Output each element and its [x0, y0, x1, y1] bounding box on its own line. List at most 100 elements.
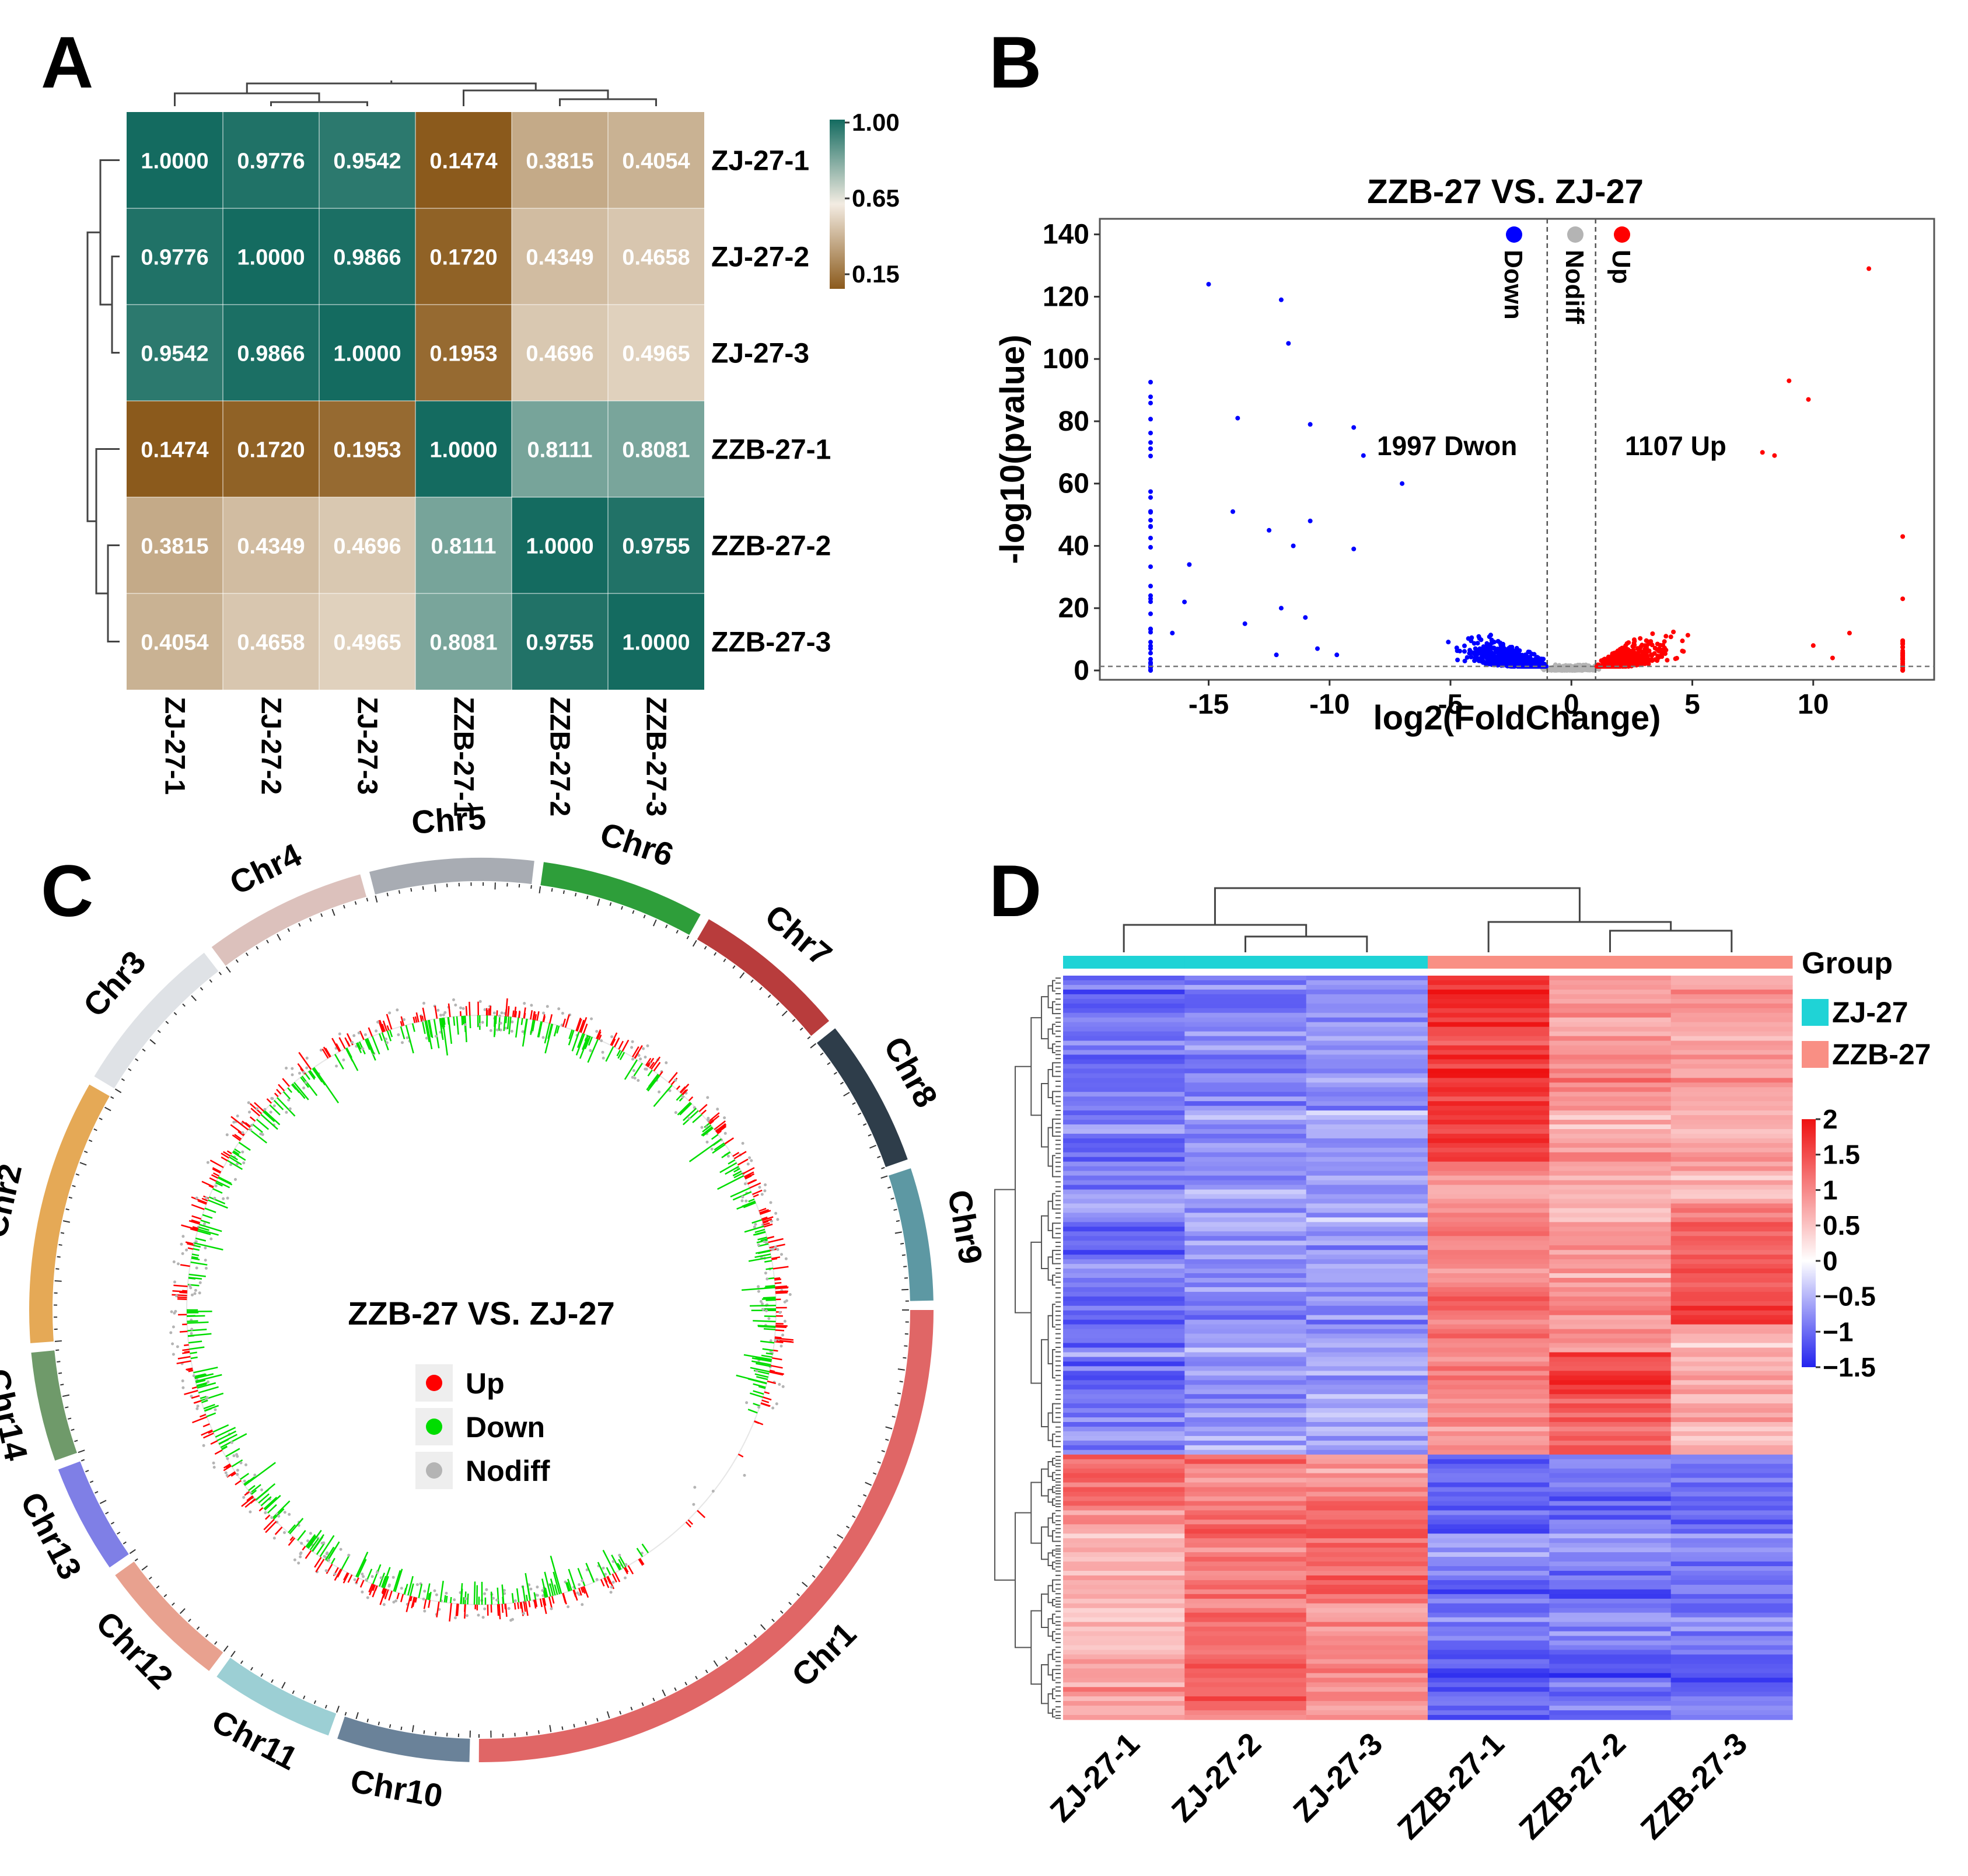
heatmap-cell: [1306, 1431, 1428, 1437]
track-nodiff-point: [291, 1073, 294, 1077]
dendrogram-branch: [1047, 1256, 1053, 1281]
track-nodiff-point: [305, 1056, 309, 1060]
heatmap-cell: [1306, 1166, 1428, 1172]
track-down-bar: [460, 1583, 463, 1604]
heatmap-cell: [1549, 1096, 1672, 1102]
track-nodiff-point: [300, 1542, 303, 1545]
track-nodiff-point: [483, 1592, 487, 1595]
volcano-point: [1487, 634, 1492, 640]
dendrogram-branch: [107, 544, 120, 642]
heatmap-cell: [415, 401, 512, 497]
track-nodiff-point: [630, 1046, 634, 1049]
heatmap-cell: [1184, 1315, 1307, 1320]
heatmap-cell: [1549, 1533, 1672, 1539]
heatmap-cell: [1670, 1347, 1793, 1353]
ring-tick: [205, 1634, 209, 1638]
track-nodiff-point: [357, 1031, 361, 1035]
track-up-bar: [383, 1588, 387, 1598]
track-nodiff-point: [716, 1108, 719, 1111]
heatmap-cell: [1549, 1157, 1672, 1162]
volcano-point: [1467, 651, 1472, 656]
track-nodiff-point: [181, 1235, 185, 1238]
track-nodiff-point: [776, 1248, 779, 1251]
track-nodiff-point: [236, 1115, 239, 1117]
heatmap-cell: [1670, 1031, 1793, 1037]
heatmap-cell: [1306, 998, 1428, 1004]
track-nodiff-point: [229, 1163, 233, 1166]
heatmap-cell: [1549, 1092, 1672, 1097]
heatmap-cell: [1549, 1654, 1672, 1660]
heatmap-cell: [1306, 1092, 1428, 1097]
track-down-bar: [758, 1325, 776, 1328]
heatmap-cell: [1184, 1650, 1307, 1655]
heatmap-cell: [1670, 1138, 1793, 1144]
heatmap-cell: [1428, 1338, 1550, 1344]
heatmap-cell: [1670, 1106, 1793, 1111]
track-up-bar: [182, 1351, 190, 1354]
panel-a-row-labels: ZJ-27-1ZJ-27-2ZJ-27-3ZZB-27-1ZZB-27-2ZZB…: [711, 146, 831, 658]
heatmap-cell: [1306, 1636, 1428, 1641]
heatmap-cell: [1184, 1273, 1307, 1278]
heatmap-cell: [1306, 1255, 1428, 1260]
heatmap-cell: [1306, 1678, 1428, 1683]
heatmap-cell: [1549, 1482, 1672, 1488]
heatmap-cell: [1063, 1659, 1185, 1664]
ring-tick: [887, 1186, 892, 1189]
ring-tick: [277, 934, 281, 941]
chromosome-segment: [31, 1350, 77, 1461]
track-down-bar: [274, 1100, 284, 1110]
ring-tick: [58, 1372, 62, 1374]
heatmap-cell: [1549, 1626, 1672, 1632]
heatmap-cell: [1549, 1194, 1672, 1200]
track-up-bar: [604, 1577, 608, 1583]
ring-tick: [78, 1449, 85, 1454]
heatmap-cell: [1063, 1171, 1185, 1176]
track-nodiff-point: [232, 1454, 236, 1458]
track-up-bar: [434, 1005, 438, 1019]
heatmap-cell: [1184, 1696, 1307, 1702]
legend-marker: [1567, 226, 1584, 243]
heatmap-cell: [1063, 1482, 1185, 1488]
track-nodiff-point: [541, 1594, 545, 1597]
heatmap-cell: [1306, 1710, 1428, 1716]
track-down-bar: [462, 1015, 464, 1025]
track-down-bar: [297, 1530, 306, 1541]
heatmap-cell: [1184, 1045, 1307, 1051]
track-nodiff-point: [191, 1293, 194, 1297]
dendrogram-branch: [1047, 1693, 1053, 1714]
heatmap-cell: [1549, 1487, 1672, 1493]
track-down-bar: [230, 1155, 238, 1161]
track-nodiff-point: [775, 1402, 778, 1406]
heatmap-cell: [1184, 1435, 1307, 1441]
heatmap-cell-value: 0.9776: [237, 149, 305, 174]
heatmap-cell: [1428, 1078, 1550, 1083]
track-nodiff-point: [759, 1299, 763, 1303]
heatmap-cell: [1063, 1678, 1185, 1683]
heatmap-cell: [1670, 1324, 1793, 1330]
heatmap-cell: [1184, 1305, 1307, 1311]
volcano-point: [1148, 544, 1153, 550]
track-down-bar: [567, 1578, 572, 1591]
volcano-point: [1182, 599, 1187, 605]
track-down-bar: [525, 1573, 531, 1601]
heatmap-cell: [1670, 1101, 1793, 1106]
track-down-bar: [267, 1504, 277, 1514]
heatmap-cell: [1549, 1110, 1672, 1116]
track-nodiff-point: [181, 1379, 184, 1382]
heatmap-cell: [1549, 1417, 1672, 1423]
track-down-bar: [748, 1198, 755, 1203]
dendrogram-branch: [1052, 1155, 1055, 1178]
track-up-bar: [513, 1007, 517, 1018]
ring-tick: [788, 1602, 792, 1605]
heatmap-cell: [1306, 1557, 1428, 1562]
heatmap-cell: [1670, 1417, 1793, 1423]
volcano-point: [1235, 415, 1240, 421]
heatmap-cell: [1063, 1668, 1185, 1674]
heatmap-cell: [1670, 1012, 1793, 1018]
track-nodiff-point: [602, 1566, 605, 1570]
track-down-bar: [582, 1035, 589, 1050]
heatmap-cell: [1306, 1505, 1428, 1511]
track-nodiff-point: [169, 1331, 173, 1334]
heatmap-cell: [1428, 1305, 1550, 1311]
track-nodiff-point: [478, 1023, 481, 1026]
